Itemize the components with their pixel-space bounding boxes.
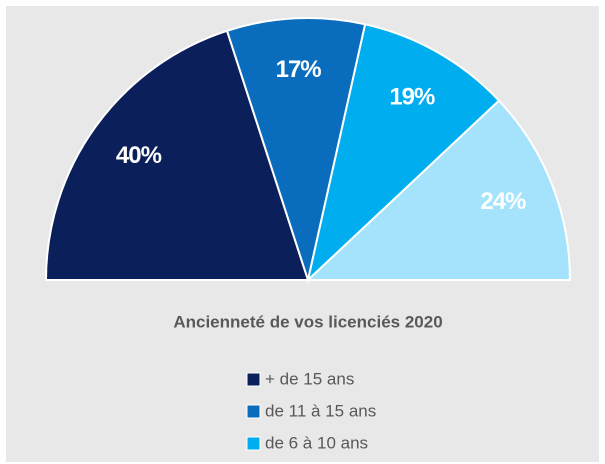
data-label: 19%	[389, 83, 435, 110]
data-label: 40%	[116, 142, 162, 169]
legend-swatch	[246, 436, 261, 451]
slice	[305, 99, 572, 281]
data-label: 24%	[480, 188, 526, 215]
legend-swatch	[246, 404, 261, 419]
legend-label: + de 15 ans	[265, 369, 354, 388]
legend-label: de 6 à 10 ans	[265, 433, 368, 452]
data-label: 17%	[276, 56, 322, 83]
slice	[44, 29, 310, 281]
chart-title: Ancienneté de vos licenciés 2020	[173, 312, 442, 331]
slice	[306, 23, 501, 283]
legend-swatch	[246, 372, 261, 387]
legend-label: de 11 à 15 ans	[265, 401, 376, 420]
slice	[225, 17, 367, 284]
